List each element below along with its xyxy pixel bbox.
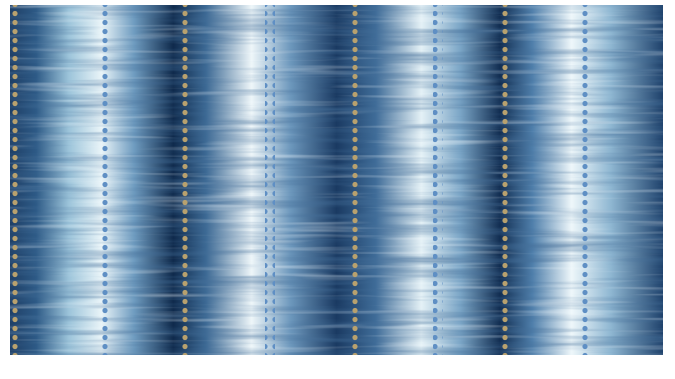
gold-dot-column [350, 5, 360, 355]
blue-dot-column [265, 5, 275, 355]
gold-dot-column [12, 5, 22, 355]
gold-dot-column [182, 5, 192, 355]
blue-dot-column [433, 5, 443, 355]
gold-dot-column [498, 5, 508, 355]
stitch-columns [12, 5, 590, 355]
fabric [10, 5, 663, 355]
blue-dot-column [98, 5, 108, 355]
blue-dot-column [580, 5, 590, 355]
light-streaks [10, 5, 663, 355]
